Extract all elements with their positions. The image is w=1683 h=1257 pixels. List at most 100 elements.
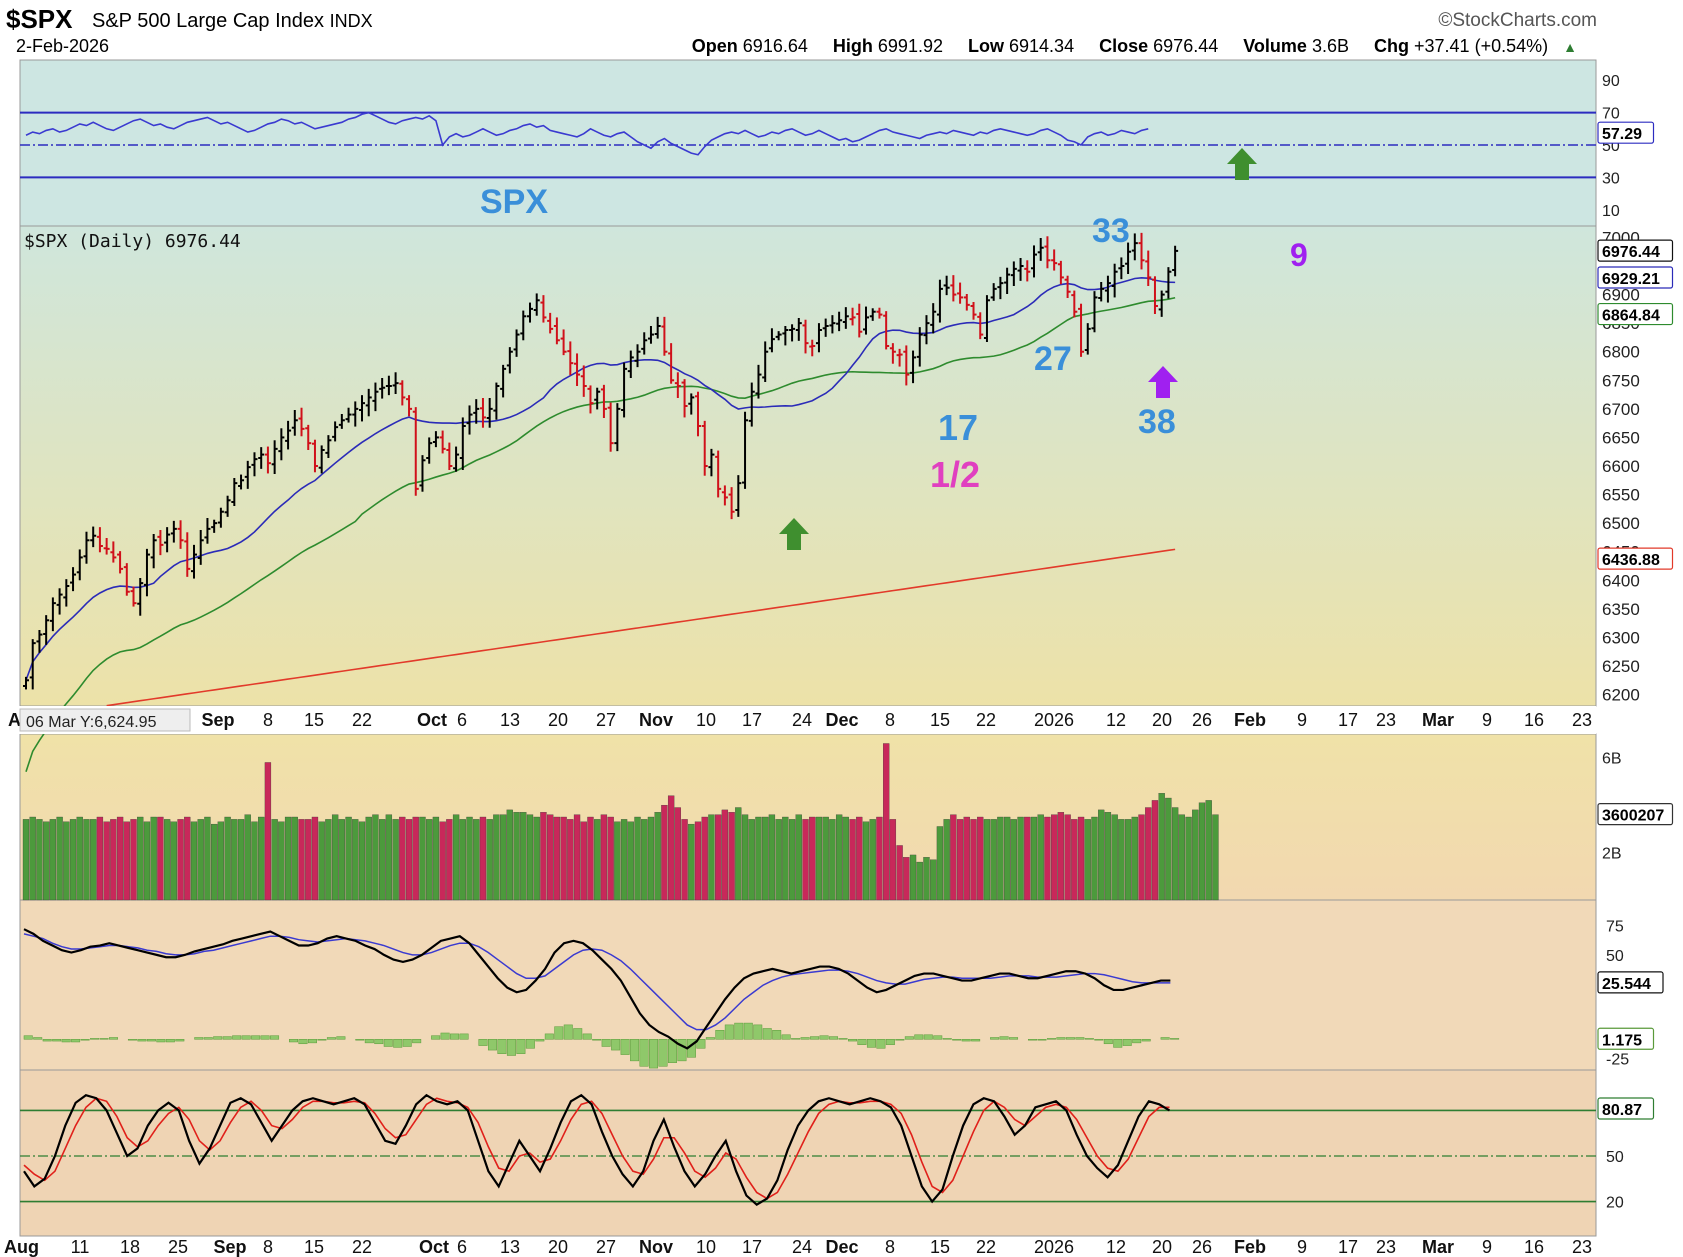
ohlc-bar [1091, 291, 1098, 333]
ohlc-bar [56, 588, 63, 615]
brand-logo[interactable]: ©StockCharts.com [1438, 10, 1597, 31]
date-tick-label: 26 [1192, 710, 1212, 730]
ohlc-bar [83, 531, 90, 564]
ma20-line [25, 276, 1176, 681]
macd-histogram-bar [232, 1035, 242, 1040]
ohlc-bar [735, 475, 742, 517]
ohlc-bar [426, 437, 433, 464]
close-label: Close [1099, 36, 1149, 56]
macd-panel [19, 899, 1597, 1071]
volume-bar [822, 816, 829, 901]
date-tick-label-bottom: 22 [976, 1237, 996, 1257]
ohlc-bar [506, 347, 513, 374]
macd-tick-label: -25 [1606, 1051, 1629, 1068]
annotation-17: 17 [938, 407, 978, 448]
volume-bar [1024, 816, 1031, 901]
date-tick-label-bottom: 15 [930, 1237, 950, 1257]
date-tick-label: 23 [1376, 710, 1396, 730]
volume-bar [184, 816, 191, 901]
ohlc-bar [688, 393, 695, 415]
date-tick-label-bottom: 13 [500, 1237, 520, 1257]
volume-bar [69, 819, 77, 901]
macd-histogram-bar [1132, 1039, 1142, 1044]
date-tick-label: Sep [201, 710, 234, 730]
volume-bar [157, 816, 164, 901]
volume-bar [271, 819, 278, 901]
macd-histogram-bar [42, 1039, 52, 1042]
ohlc-bar [224, 495, 231, 517]
volume-bar [533, 816, 540, 901]
ohlc-bar [1104, 275, 1111, 303]
date-tick-label: 24 [792, 710, 812, 730]
ohlc-bar [1098, 282, 1105, 302]
exchange: INDX [329, 11, 373, 31]
date-tick-label-bottom: 25 [168, 1237, 188, 1257]
date-tick-label-bottom: 16 [1524, 1237, 1544, 1257]
volume-bar [1077, 816, 1085, 901]
volume-bar [1057, 812, 1065, 901]
volume-bar [452, 814, 460, 901]
volume-bar [647, 816, 655, 901]
volume-bar [930, 859, 937, 901]
volume-bar [284, 816, 292, 901]
volume-bar [674, 807, 681, 901]
ohlc-bar [130, 586, 137, 607]
ohlc-bar [963, 294, 970, 311]
macd-histogram-bar [544, 1033, 554, 1040]
ohlc-bar [876, 307, 883, 319]
ohlc-bar [896, 348, 903, 367]
stochastic-d-line [23, 1097, 1170, 1200]
macd-histogram-bar [241, 1035, 251, 1040]
volume-bar [950, 814, 957, 901]
ohlc-bar [412, 407, 419, 496]
volume-bar [856, 816, 863, 901]
macd-histogram-bar [1028, 1039, 1037, 1041]
date-tick-label-bottom: 24 [792, 1237, 812, 1257]
ohlc-bar [728, 487, 735, 520]
macd-histogram [23, 1022, 1180, 1069]
volume-bar [419, 816, 426, 901]
ohlc-bar [493, 382, 500, 420]
ohlc-bar [137, 578, 144, 616]
ohlc-bar [574, 353, 581, 386]
ohlc-bar [634, 344, 641, 368]
volume-bar [567, 819, 574, 901]
open-value: 6916.64 [742, 36, 808, 56]
ohlc-bar [96, 527, 103, 553]
stochastic-panel [19, 1069, 1597, 1237]
ohlc-bar [748, 382, 755, 427]
green-arrow-icon [1227, 148, 1257, 180]
macd-histogram-bar [829, 1036, 839, 1040]
annotation-half: 1/2 [930, 454, 980, 495]
volume-bar [641, 819, 648, 901]
volume-bar [466, 816, 473, 901]
ohlc-bar [70, 567, 77, 592]
date-tick-label-bottom: Oct [419, 1237, 449, 1257]
macd-histogram-bar [1094, 1039, 1104, 1041]
ohlc-bar [533, 293, 540, 316]
volume-bar [627, 821, 634, 901]
volume-bar [1098, 809, 1105, 901]
volume-bar [1205, 800, 1212, 901]
volume-bar [1051, 814, 1058, 901]
ohlc-bar [271, 440, 278, 474]
date-tick-label-bottom: 11 [71, 1237, 90, 1257]
volume-bar [197, 819, 204, 901]
macd-line [23, 928, 1171, 1050]
volume-bar [305, 819, 312, 901]
volume-bar [802, 819, 809, 901]
date-tick-label: A [8, 710, 21, 730]
macd-histogram-bar [971, 1039, 981, 1042]
volume-bar [614, 821, 621, 901]
volume-bar [1158, 793, 1165, 901]
quote-date: 2-Feb-2026 [16, 36, 110, 56]
volume-bar [412, 816, 419, 901]
macd-histogram-bar [99, 1038, 109, 1040]
volume-bar [513, 812, 520, 901]
volume-bar [782, 816, 789, 901]
symbol[interactable]: $SPX [6, 4, 73, 34]
ohlc-bar [695, 391, 701, 437]
volume-bar [1104, 812, 1112, 901]
macd-histogram-bar [904, 1036, 914, 1040]
